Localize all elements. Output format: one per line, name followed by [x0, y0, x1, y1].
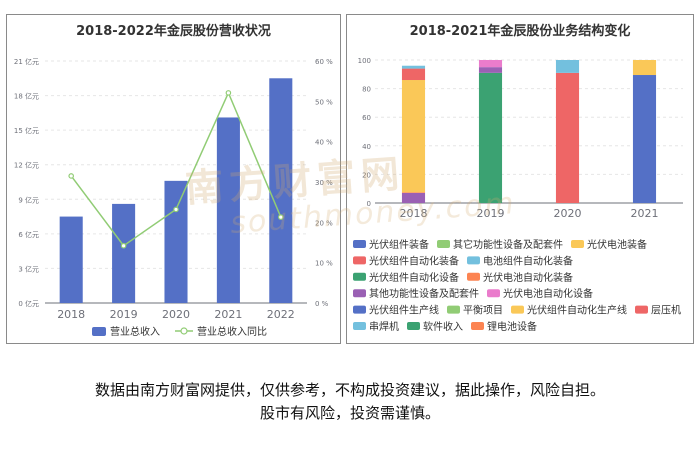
stack-segment: [401, 65, 426, 69]
stack-segment: [478, 72, 503, 203]
yoy-point: [225, 90, 232, 96]
legend-label: 光伏组件自动化设备: [369, 271, 459, 284]
x-tick-label: 2020: [162, 308, 190, 321]
legend-swatch: [353, 289, 366, 298]
legend-label: 光伏组件生产线: [369, 304, 439, 317]
y-right-tick-label: 30 %: [315, 179, 333, 187]
y-right-tick-label: 10 %: [315, 260, 333, 268]
x-tick-label: 2018: [400, 207, 428, 220]
y-left-tick-label: 12 亿元: [14, 161, 39, 170]
legend-swatch: [353, 272, 366, 281]
y-tick-label: 80: [362, 86, 371, 94]
legend-label: 锂电池设备: [487, 320, 537, 333]
legend-swatch: [353, 256, 366, 265]
structure-chart-panel: 2018-2021年金辰股份业务结构变化 0 20 40 60 80 100 2018 201…: [346, 14, 694, 344]
legend-swatch: [487, 289, 500, 298]
y-right-tick-label: 50 %: [315, 98, 333, 106]
stack-segment: [555, 60, 580, 73]
stack-segment: [401, 68, 426, 81]
structure-chart-svg: 0 20 40 60 80 100 2018 2019 2020 2021 光伏组件装备 其它功能性设…: [353, 57, 683, 333]
y-left-tick-label: 18 亿元: [14, 92, 39, 101]
legend-label: 光伏电池自动化设备: [503, 287, 593, 300]
y-left-tick-label: 6 亿元: [18, 230, 39, 239]
x-tick-label: 2018: [57, 308, 85, 321]
legend-swatch: [353, 305, 366, 314]
legend-swatch: [353, 322, 366, 330]
y-left-tick-label: 0 亿元: [18, 299, 39, 308]
disclaimer-line-2: 股市有风险，投资需谨慎。: [259, 404, 440, 422]
x-tick-label: 2022: [267, 308, 295, 321]
y-left-tick-label: 3 亿元: [18, 264, 39, 273]
legend-label-revenue: 营业总收入: [110, 325, 160, 338]
legend-label: 其它功能性设备及配套件: [453, 238, 563, 251]
stack-segment: [401, 80, 426, 193]
revenue-bar: [164, 180, 188, 303]
legend-swatch: [353, 240, 366, 248]
stack-segment: [401, 192, 426, 203]
y-right-tick-label: 0 %: [315, 300, 329, 308]
legend-label: 光伏组件自动化生产线: [527, 304, 627, 317]
x-tick-label: 2019: [477, 207, 505, 220]
revenue-bar: [112, 203, 136, 303]
y-left-tick-label: 21 亿元: [14, 57, 39, 66]
legend-swatch: [407, 322, 420, 330]
legend-swatch: [571, 240, 584, 248]
y-right-tick-label: 60 %: [315, 58, 333, 66]
x-tick-label: 2020: [554, 207, 582, 220]
stack-segment: [632, 60, 657, 76]
legend-label: 串焊机: [369, 320, 399, 333]
legend-swatch-revenue: [92, 327, 106, 336]
x-tick-label: 2021: [631, 207, 659, 220]
legend-label: 电池组件自动化装备: [483, 254, 573, 267]
legend-swatch: [437, 240, 450, 248]
x-tick-label: 2019: [110, 308, 138, 321]
y-tick-label: 0: [367, 200, 371, 208]
y-right-tick-label: 20 %: [315, 219, 333, 227]
stack-segment: [478, 60, 503, 68]
legend-label: 平衡项目: [463, 305, 503, 317]
legend-label: 光伏组件装备: [369, 238, 429, 251]
yoy-point: [173, 206, 179, 213]
revenue-chart-title: 2018-2022年金辰股份营收状况: [76, 24, 271, 39]
legend-label: 光伏电池自动化装备: [483, 271, 573, 284]
legend-label: 软件收入: [423, 320, 463, 333]
revenue-chart-panel: 2018-2022年金辰股份营收状况 0 亿元 3 亿元 6 亿元 9 亿元 12 亿元…: [6, 14, 341, 344]
y-left-tick-label: 15 亿元: [14, 126, 39, 135]
legend-label: 光伏电池装备: [587, 238, 647, 251]
x-tick-label: 2021: [214, 308, 242, 321]
legend-swatch: [467, 256, 480, 265]
yoy-point: [68, 173, 74, 179]
stack-segment: [401, 192, 426, 193]
revenue-bar: [269, 78, 293, 304]
revenue-chart-svg: 0 亿元 3 亿元 6 亿元 9 亿元 12 亿元 15 亿元 18 亿元 21 亿元 0 % 1…: [14, 57, 333, 338]
y-tick-label: 40: [362, 143, 371, 151]
legend-label: 光伏组件自动化装备: [369, 254, 459, 267]
yoy-point: [120, 242, 127, 249]
yoy-point: [277, 214, 284, 220]
legend-swatch: [471, 322, 484, 330]
disclaimer-line-1: 数据由南方财富网提供，仅供参考，不构成投资建议，据此操作，风险自担。: [94, 381, 605, 399]
legend-swatch: [635, 305, 648, 314]
legend-label: 其他功能性设备及配套件: [369, 287, 479, 300]
legend-label-yoy: 营业总收入同比: [197, 325, 267, 338]
structure-chart-title: 2018-2021年金辰股份业务结构变化: [409, 24, 631, 39]
y-left-tick-label: 9 亿元: [18, 195, 39, 204]
legend-swatch: [467, 272, 480, 281]
y-tick-label: 60: [362, 114, 371, 122]
y-tick-label: 20: [362, 171, 371, 179]
legend-marker-yoy: [180, 327, 188, 335]
y-tick-label: 100: [358, 57, 371, 65]
revenue-bar: [59, 216, 83, 303]
legend-swatch: [447, 305, 460, 314]
stack-segment: [632, 75, 657, 203]
stack-segment: [478, 67, 503, 73]
revenue-bar: [216, 117, 240, 303]
legend-label: 层压机: [651, 304, 681, 317]
stack-segment: [555, 72, 580, 203]
legend-swatch: [511, 305, 524, 314]
y-right-tick-label: 40 %: [315, 139, 333, 147]
